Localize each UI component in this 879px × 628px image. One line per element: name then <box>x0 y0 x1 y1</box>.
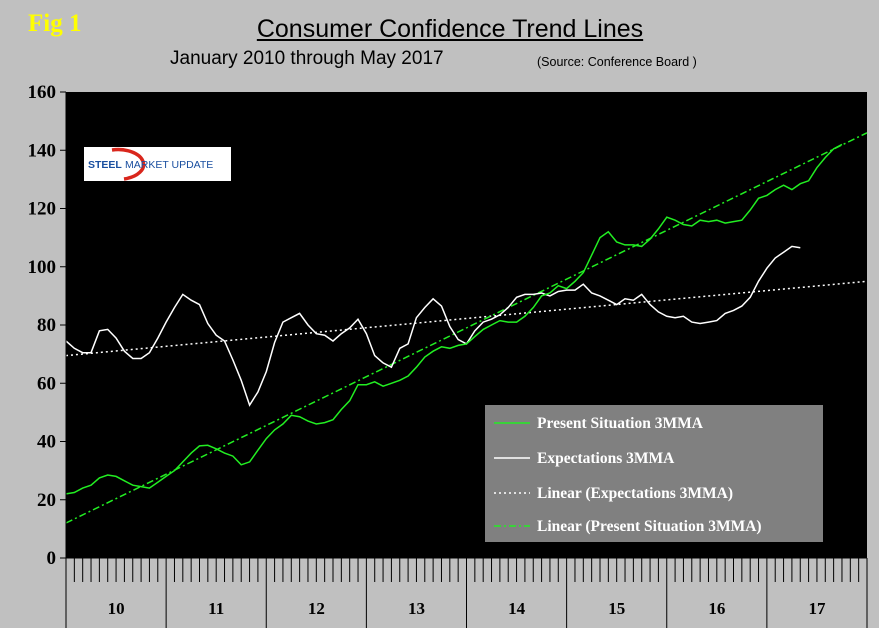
logo-text-market-update: MARKET UPDATE <box>125 159 213 171</box>
series-line-3 <box>65 132 868 524</box>
x-tick-label: 16 <box>708 599 725 618</box>
chart-source: (Source: Conference Board ) <box>537 55 697 69</box>
steel-market-update-logo: STEEL MARKET UPDATE <box>84 147 231 181</box>
chart-legend: Present Situation 3MMA Expectations 3MMA… <box>485 405 823 542</box>
legend-box <box>485 405 823 542</box>
logo-swoosh-icon <box>111 147 146 181</box>
chart-title-text: Consumer Confidence Trend Lines <box>256 15 644 43</box>
x-tick-label: 10 <box>108 599 125 618</box>
y-tick-label: 20 <box>37 490 56 511</box>
figure-label: Fig 1 <box>28 10 82 37</box>
series-line-0 <box>65 143 843 495</box>
chart-subtitle: January 2010 through May 2017 <box>170 48 444 69</box>
y-tick-label: 60 <box>37 373 56 394</box>
y-tick-label: 40 <box>37 432 56 453</box>
y-tick-label: 160 <box>28 82 57 103</box>
y-tick-label: 0 <box>47 548 57 569</box>
legend-label-present: Present Situation 3MMA <box>537 415 704 432</box>
x-tick-label: 12 <box>308 599 325 618</box>
x-tick-label: 14 <box>508 599 526 618</box>
legend-label-linear-expectations: Linear (Expectations 3MMA) <box>537 485 733 502</box>
legend-label-expectations: Expectations 3MMA <box>537 450 675 467</box>
y-tick-label: 140 <box>28 140 57 161</box>
y-tick-label: 100 <box>28 257 57 278</box>
logo-text-steel: STEEL <box>88 159 122 171</box>
x-tick-label: 17 <box>808 599 826 618</box>
legend-label-linear-present: Linear (Present Situation 3MMA) <box>537 518 762 535</box>
series-layer <box>65 132 868 524</box>
series-line-2 <box>65 280 868 357</box>
x-axis: 10 11 12 13 14 15 16 17 <box>65 557 868 628</box>
x-tick-label: 15 <box>608 599 625 618</box>
series-line-1 <box>65 245 801 407</box>
x-tick-label: 13 <box>408 599 425 618</box>
y-axis: 0 20 40 60 80 100 120 140 160 <box>28 82 67 569</box>
y-tick-label: 80 <box>37 315 56 336</box>
logo-background <box>84 147 231 181</box>
x-tick-label: 11 <box>208 599 224 618</box>
chart-title: Consumer Confidence Trend Lines <box>0 15 879 44</box>
y-tick-label: 120 <box>28 199 57 220</box>
